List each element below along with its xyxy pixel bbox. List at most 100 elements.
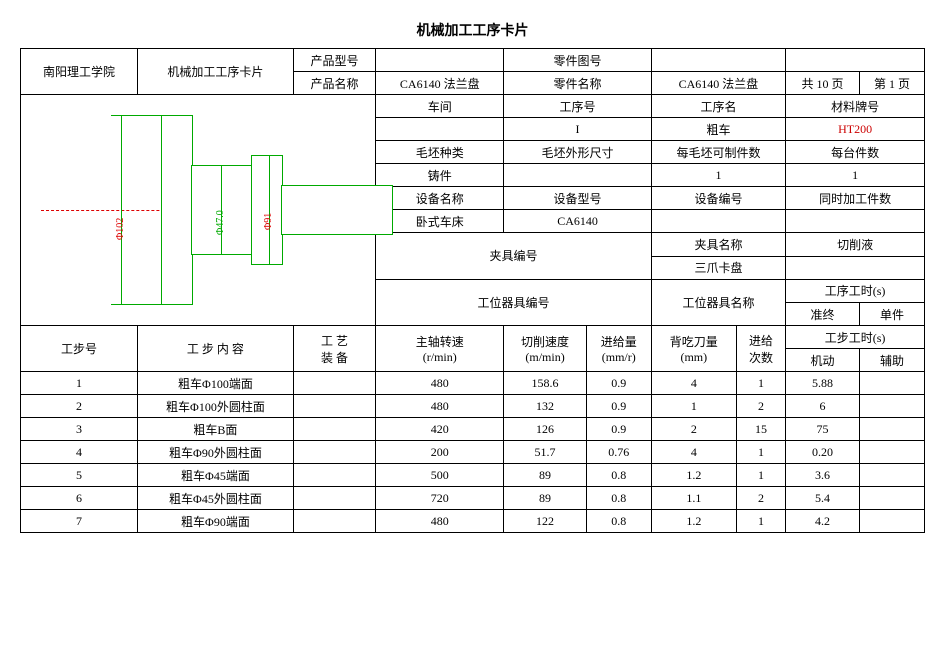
part-name-label: 零件名称	[504, 72, 651, 95]
step-feed: 0.8	[586, 487, 651, 510]
step-spindle: 480	[376, 510, 504, 533]
step-no: 7	[21, 510, 138, 533]
col-step-time: 工步工时(s)	[786, 326, 925, 349]
table-row: 6粗车Φ45外圆柱面720890.81.125.4	[21, 487, 925, 510]
simul	[786, 210, 925, 233]
step-feed: 0.9	[586, 418, 651, 441]
step-aux	[859, 372, 924, 395]
step-depth: 4	[651, 372, 736, 395]
col-tooling: 工 艺 装 备	[293, 326, 375, 372]
dim-line	[269, 155, 270, 265]
col-step-content: 工 步 内 容	[138, 326, 294, 372]
step-content: 粗车Φ100端面	[138, 372, 294, 395]
procnum-label: 工序号	[504, 95, 651, 118]
step-tooling	[293, 464, 375, 487]
step-no: 5	[21, 464, 138, 487]
mat: HT200	[786, 118, 925, 141]
dim-text-102: Φ102	[115, 218, 126, 240]
table-row: 5粗车Φ45端面500890.81.213.6	[21, 464, 925, 487]
part-shaft	[281, 185, 393, 235]
step-cut: 122	[504, 510, 586, 533]
step-no: 1	[21, 372, 138, 395]
procnum: I	[504, 118, 651, 141]
blank-dim	[504, 164, 651, 187]
equip-model-label: 设备型号	[504, 187, 651, 210]
step-auto: 4.2	[786, 510, 860, 533]
col-auto: 机动	[786, 349, 860, 372]
col-cut-speed: 切削速度 (m/min)	[504, 326, 586, 372]
col-feed: 进给量 (mm/r)	[586, 326, 651, 372]
col-spindle: 主轴转速 (r/min)	[376, 326, 504, 372]
col-depth: 背吃刀量 (mm)	[651, 326, 736, 372]
prod-name-label: 产品名称	[293, 72, 375, 95]
step-no: 2	[21, 395, 138, 418]
procname: 粗车	[651, 118, 785, 141]
step-passes: 1	[736, 441, 785, 464]
prod-model-label: 产品型号	[293, 49, 375, 72]
coolant	[786, 256, 925, 279]
step-aux	[859, 510, 924, 533]
step-cut: 89	[504, 487, 586, 510]
per-machine-label: 每台件数	[786, 141, 925, 164]
step-cut: 158.6	[504, 372, 586, 395]
step-feed: 0.8	[586, 464, 651, 487]
step-auto: 3.6	[786, 464, 860, 487]
step-spindle: 720	[376, 487, 504, 510]
step-passes: 2	[736, 395, 785, 418]
step-cut: 132	[504, 395, 586, 418]
proc-time-prep: 准终	[786, 303, 860, 326]
col-aux: 辅助	[859, 349, 924, 372]
pages-a: 共 10 页	[786, 72, 860, 95]
part-name: CA6140 法兰盘	[651, 72, 785, 95]
step-spindle: 480	[376, 372, 504, 395]
step-spindle: 200	[376, 441, 504, 464]
part-flange	[161, 115, 193, 305]
prod-model	[376, 49, 504, 72]
step-cut: 51.7	[504, 441, 586, 464]
table-row: 4粗车Φ90外圆柱面20051.70.76410.20	[21, 441, 925, 464]
step-aux	[859, 441, 924, 464]
fixture-num-label: 夹具编号	[376, 233, 652, 280]
station-num-label: 工位器具编号	[376, 279, 652, 326]
step-no: 4	[21, 441, 138, 464]
step-auto: 5.88	[786, 372, 860, 395]
step-passes: 15	[736, 418, 785, 441]
step-tooling	[293, 418, 375, 441]
per-machine: 1	[786, 164, 925, 187]
drawing: Φ102 Φ47.0 Φ91	[21, 95, 375, 325]
station-name-label: 工位器具名称	[651, 279, 785, 326]
table-row: 7粗车Φ90端面4801220.81.214.2	[21, 510, 925, 533]
table-row: 3粗车B面4201260.921575	[21, 418, 925, 441]
org-cell: 南阳理工学院	[21, 49, 138, 95]
step-feed: 0.8	[586, 510, 651, 533]
part-fig-label: 零件图号	[504, 49, 651, 72]
step-feed: 0.9	[586, 372, 651, 395]
proc-time-label: 工序工时(s)	[786, 279, 925, 303]
step-auto: 75	[786, 418, 860, 441]
equip-name-label: 设备名称	[376, 187, 504, 210]
step-content: 粗车Φ100外圆柱面	[138, 395, 294, 418]
step-content: 粗车B面	[138, 418, 294, 441]
equip-name: 卧式车床	[376, 210, 504, 233]
blank-cell	[786, 49, 925, 72]
dim-text-47: Φ47.0	[215, 210, 226, 235]
table-row: 2粗车Φ100外圆柱面4801320.9126	[21, 395, 925, 418]
card-label: 机械加工工序卡片	[138, 49, 294, 95]
step-spindle: 500	[376, 464, 504, 487]
workshop	[376, 118, 504, 141]
table-row: 1粗车Φ100端面480158.60.9415.88	[21, 372, 925, 395]
per-blank-label: 每毛坯可制件数	[651, 141, 785, 164]
per-blank: 1	[651, 164, 785, 187]
step-content: 粗车Φ90外圆柱面	[138, 441, 294, 464]
col-passes: 进给 次数	[736, 326, 785, 372]
page-title: 机械加工工序卡片	[20, 20, 925, 40]
step-aux	[859, 487, 924, 510]
mat-label: 材料牌号	[786, 95, 925, 118]
equip-model: CA6140	[504, 210, 651, 233]
coolant-label: 切削液	[786, 233, 925, 257]
fixture-name: 三爪卡盘	[651, 256, 785, 279]
workshop-label: 车间	[376, 95, 504, 118]
step-feed: 0.9	[586, 395, 651, 418]
step-aux	[859, 464, 924, 487]
equip-num	[651, 210, 785, 233]
